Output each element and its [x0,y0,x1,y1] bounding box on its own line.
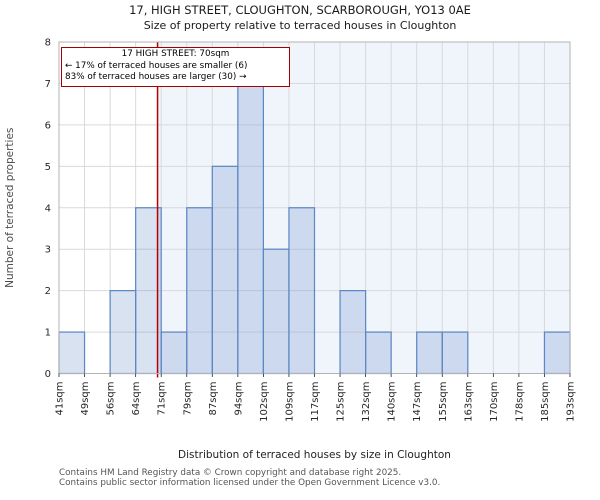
histogram-bar [109,290,137,375]
x-tick-label: 178sqm [514,382,525,422]
y-tick-label: 4 [45,203,51,214]
histogram-bar [288,207,316,375]
x-tick-label: 170sqm [489,381,500,421]
histogram-bar [186,207,213,375]
x-tick-label: 163sqm [463,382,474,422]
x-tick-label: 87sqm [208,382,219,416]
y-tick-label: 6 [45,120,51,131]
histogram-bar [543,331,571,375]
x-tick-label: 117sqm [310,382,321,422]
x-tick-label: 132sqm [361,382,372,422]
x-tick-label: 49sqm [80,382,91,416]
y-tick-label: 7 [45,79,51,90]
histogram-bar [58,331,86,375]
histogram-bar [211,165,239,375]
histogram-bar [416,331,443,375]
histogram-bar [441,331,469,375]
footer-attribution-line1: Contains HM Land Registry data © Crown c… [59,468,402,478]
x-tick-label: 79sqm [182,382,193,416]
x-tick-label: 185sqm [540,382,551,422]
x-tick-label: 140sqm [387,382,398,422]
histogram-bar [160,331,188,375]
histogram-bar [237,82,265,375]
chart-title: 17, HIGH STREET, CLOUGHTON, SCARBOROUGH,… [129,3,471,17]
x-tick-label: 109sqm [284,382,295,422]
x-tick-label: 71sqm [157,382,168,416]
chart-subtitle: Size of property relative to terraced ho… [143,19,457,32]
annotation-smaller-text: ← 17% of terraced houses are smaller (6) [65,60,248,71]
histogram-chart: 0 1 2 3 4 5 6 7 8 41sqm 49sqm 56sqm 64sqm 71sqm 79sqm 8… [4,38,577,462]
y-tick-label: 0 [45,369,51,380]
histogram-bar [262,248,290,375]
y-tick-label: 1 [45,328,51,339]
x-tick-label: 147sqm [412,382,423,422]
histogram-bar [365,331,392,375]
y-tick-label: 2 [45,286,51,297]
annotation-larger-text: 83% of terraced houses are larger (30) → [65,72,247,83]
x-tick-label: 155sqm [438,382,449,422]
x-axis-title: Distribution of terraced houses by size … [178,449,451,461]
x-tick-label: 125sqm [336,382,347,422]
y-tick-label: 8 [45,38,51,49]
footer-attribution-line2: Contains public sector information licen… [59,478,441,488]
x-tick-label: 94sqm [233,382,244,416]
annotation-headline: 17 HIGH STREET: 70sqm [121,49,230,59]
x-tick-label: 193sqm [566,382,577,422]
y-tick-label: 5 [45,162,51,173]
x-tick-label: 102sqm [259,382,270,422]
y-axis-title: Number of terraced properties [4,128,16,288]
x-tick-label: 41sqm [55,382,66,416]
y-tick-label: 3 [45,245,51,256]
subject-property-annotation: 17 HIGH STREET: 70sqm ← 17% of terraced … [61,47,290,87]
x-tick-label: 64sqm [131,382,142,416]
x-tick-label: 56sqm [106,382,117,416]
histogram-bar [339,290,367,375]
